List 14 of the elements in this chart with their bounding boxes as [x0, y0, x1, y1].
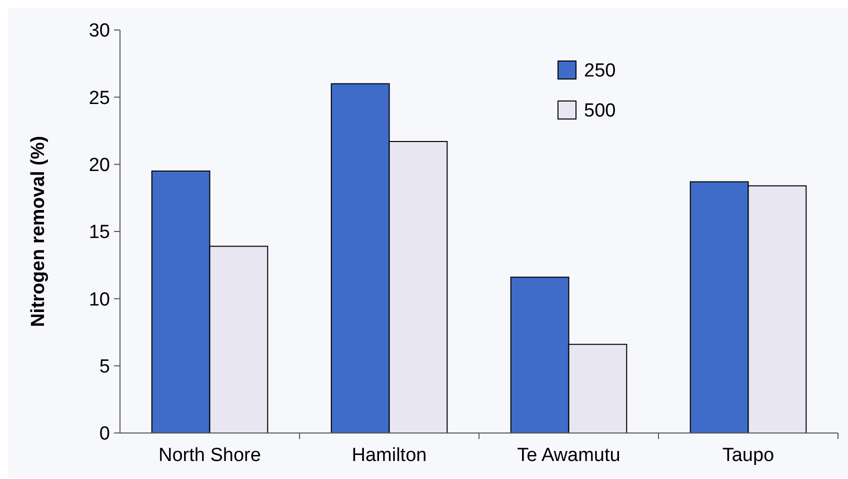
y-tick-label: 15: [88, 222, 110, 244]
legend-label: 250: [584, 60, 616, 82]
legend-label: 500: [584, 100, 616, 122]
y-axis-title: Nitrogen removal (%): [28, 136, 49, 328]
y-tick-label: 5: [99, 356, 110, 378]
x-tick-label: North Shore: [158, 445, 261, 466]
y-tick-label: 10: [88, 289, 110, 310]
y-tick-label: 30: [88, 20, 110, 42]
x-tick-label: Taupo: [722, 445, 774, 466]
y-tick-label: 20: [88, 154, 110, 176]
y-tick-label: 25: [88, 88, 110, 109]
y-tick-label: 0: [99, 424, 110, 445]
x-tick-label: Hamilton: [352, 445, 427, 466]
x-tick-label: Te Awamutu: [517, 445, 620, 466]
